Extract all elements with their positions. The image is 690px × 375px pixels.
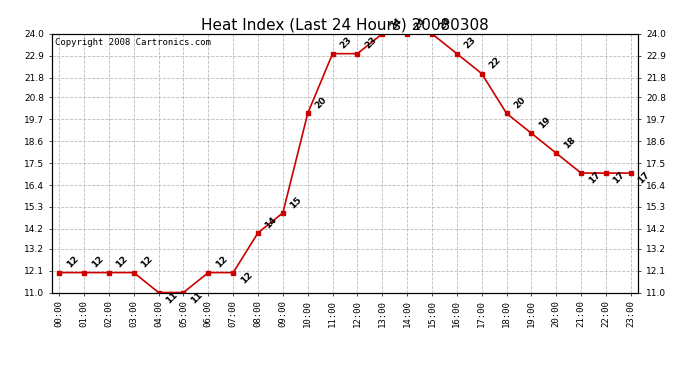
Text: 15: 15 [288, 195, 304, 210]
Text: 11: 11 [164, 290, 179, 305]
Text: 12: 12 [139, 255, 155, 270]
Text: 12: 12 [214, 255, 229, 270]
Text: 23: 23 [363, 36, 378, 51]
Text: Copyright 2008 Cartronics.com: Copyright 2008 Cartronics.com [55, 38, 210, 46]
Text: 12: 12 [90, 255, 105, 270]
Text: 14: 14 [264, 215, 279, 230]
Text: 12: 12 [115, 255, 130, 270]
Text: 22: 22 [487, 56, 502, 71]
Text: 19: 19 [537, 115, 552, 130]
Text: 17: 17 [586, 170, 602, 186]
Text: 23: 23 [338, 36, 353, 51]
Text: 24: 24 [388, 16, 403, 31]
Text: 18: 18 [562, 135, 577, 150]
Title: Heat Index (Last 24 Hours) 20080308: Heat Index (Last 24 Hours) 20080308 [201, 18, 489, 33]
Text: 11: 11 [189, 290, 204, 305]
Text: 17: 17 [611, 170, 627, 186]
Text: 12: 12 [239, 270, 254, 285]
Text: 23: 23 [462, 36, 477, 51]
Text: 20: 20 [313, 96, 328, 111]
Text: 17: 17 [636, 170, 651, 186]
Text: 20: 20 [512, 96, 527, 111]
Text: 24: 24 [437, 16, 453, 31]
Text: 12: 12 [65, 255, 80, 270]
Text: 24: 24 [413, 16, 428, 31]
